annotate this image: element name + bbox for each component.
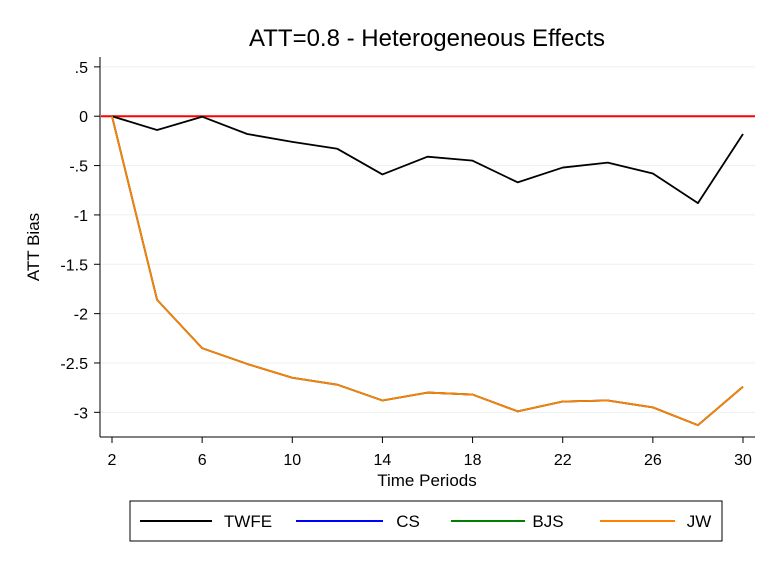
y-axis-title: ATT Bias [24, 213, 43, 281]
series-line-bjs [111, 116, 744, 427]
y-tick-label: -.5 [69, 159, 88, 176]
y-tick-label: -2.5 [60, 356, 88, 373]
x-tick-label: 14 [374, 452, 392, 469]
grid-lines [101, 66, 755, 413]
x-tick-label: 30 [734, 452, 752, 469]
legend-label-cs: CS [396, 512, 420, 531]
x-tick-label: 22 [554, 452, 572, 469]
y-tick-label: .5 [75, 60, 88, 77]
series-lines [111, 115, 744, 427]
chart-title: ATT=0.8 - Heterogeneous Effects [249, 25, 605, 52]
y-tick-label: -2 [74, 307, 88, 324]
series-line-twfe [111, 115, 744, 204]
y-tick-label: -1 [74, 208, 88, 225]
x-tick-label: 2 [108, 452, 117, 469]
legend-label-jw: JW [687, 512, 712, 531]
x-tick-label: 26 [644, 452, 662, 469]
tick-labels: .50-.5-1-1.5-2-2.5-32 6 10 14 18 22 26 30 [60, 60, 752, 469]
x-tick-label: 10 [283, 452, 301, 469]
legend: TWFE CS BJS JW [129, 500, 723, 542]
series-line-cs [111, 116, 744, 427]
legend-label-twfe: TWFE [224, 512, 272, 531]
legend-label-bjs: BJS [532, 512, 563, 531]
y-tick-label: 0 [79, 109, 88, 126]
x-axis-title: Time Periods [377, 471, 477, 490]
axes [94, 57, 755, 443]
x-tick-label: 6 [198, 452, 207, 469]
y-tick-label: -3 [74, 405, 88, 422]
y-tick-label: -1.5 [60, 257, 88, 274]
x-tick-label: 18 [464, 452, 482, 469]
series-line-jw [111, 116, 744, 427]
